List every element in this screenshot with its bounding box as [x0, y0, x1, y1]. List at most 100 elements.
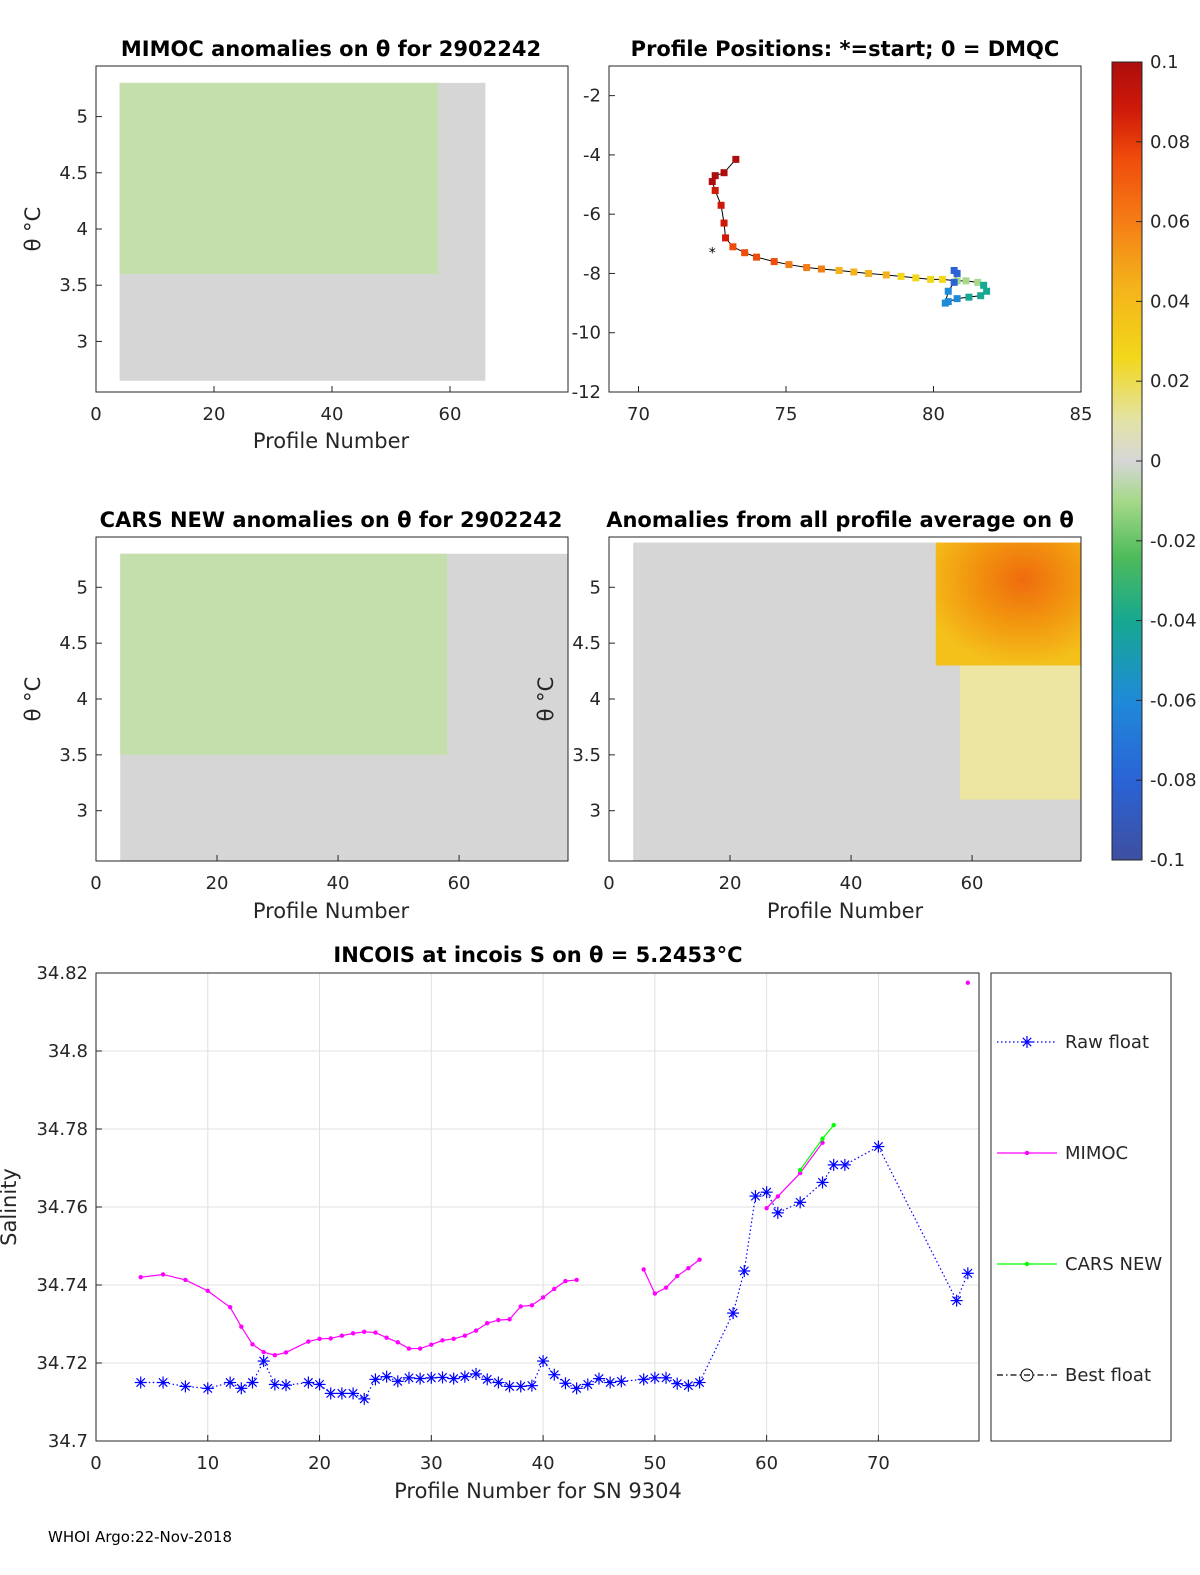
mimoc-point	[183, 1277, 188, 1283]
average-y-tick-label: 5	[590, 577, 601, 598]
profile-position-point	[817, 265, 825, 273]
salinity-legend: Raw float MIMOC CARS NEW Best float	[990, 972, 1172, 1442]
mimoc-ylabel: θ °C	[21, 207, 45, 252]
raw-float-point	[771, 1206, 784, 1219]
raw-float-point	[592, 1372, 605, 1385]
colorbar-tick-label: -0.08	[1150, 770, 1197, 791]
mimoc-y-tick-label: 3.5	[59, 275, 88, 296]
mimoc-line	[643, 1259, 700, 1295]
raw-float-point	[246, 1376, 259, 1389]
mimoc-point	[138, 1275, 143, 1280]
raw-float-point	[347, 1387, 360, 1400]
colorbar-tick-label: 0.02	[1150, 371, 1190, 392]
mimoc-point	[261, 1349, 266, 1355]
colorbar-tick-label: -0.06	[1150, 690, 1197, 711]
profile-position-point	[941, 299, 949, 307]
salinity-x-tick-label: 30	[420, 1453, 443, 1474]
mimoc-xlabel: Profile Number	[253, 429, 410, 453]
mimoc-point	[507, 1317, 512, 1322]
raw-float-point	[257, 1355, 270, 1368]
legend-mimoc-marker	[1024, 1150, 1030, 1156]
raw-float-point	[514, 1380, 527, 1393]
mimoc-point	[283, 1350, 289, 1355]
raw-float-point	[648, 1371, 661, 1384]
colorbar-tick-label: -0.04	[1150, 611, 1197, 632]
mimoc-point	[641, 1267, 646, 1272]
cars-green-patch	[120, 553, 447, 755]
raw-float-point	[324, 1387, 337, 1400]
colorbar: 0.1 0.08 0.06 0.04 0.02 0 -0.02 -0.04 -0.06 -0.08…	[1111, 52, 1197, 871]
cars-y-tick-label: 5	[77, 577, 88, 598]
profile-position-point	[850, 268, 858, 276]
profile-position-point	[720, 169, 728, 177]
raw-float-point	[682, 1379, 695, 1392]
mimoc-x-tick-label: 20	[203, 404, 226, 425]
profile-position-point	[729, 243, 737, 251]
raw-float-point	[313, 1378, 326, 1391]
raw-float-point	[470, 1367, 483, 1380]
profile-position-point	[770, 258, 778, 266]
positions-axes-box	[608, 65, 1082, 393]
mimoc-point	[462, 1333, 468, 1338]
raw-float-point	[615, 1375, 628, 1388]
raw-float-point	[961, 1267, 974, 1280]
cars-x-ticks: 0 20 40 60	[90, 855, 471, 894]
mimoc-point	[540, 1295, 546, 1300]
salinity-panel: INCOIS at incois S on θ = 5.2453°C 0 10 20…	[0, 943, 1172, 1503]
legend-best-float-label: Best float	[1065, 1365, 1151, 1386]
mimoc-panel: MIMOC anomalies on θ for 2902242 0 20 40 60…	[21, 37, 569, 453]
mimoc-point	[250, 1342, 255, 1347]
raw-float-point	[235, 1382, 248, 1395]
colorbar-ticks: 0.1 0.08 0.06 0.04 0.02 0 -0.02 -0.04 -0.06 -0.08…	[1136, 52, 1197, 871]
salinity-x-tick-label: 70	[867, 1453, 890, 1474]
profile-position-point	[944, 287, 952, 295]
legend-entries: Raw float MIMOC CARS NEW Best float	[997, 1032, 1162, 1386]
cars-x-tick-label: 0	[90, 873, 101, 894]
mimoc-point	[317, 1336, 322, 1342]
profile-position-point	[977, 292, 985, 300]
mimoc-point	[362, 1329, 367, 1335]
raw-float-point	[838, 1158, 851, 1171]
salinity-y-tick-label: 34.82	[36, 963, 88, 984]
salinity-x-tick-label: 20	[308, 1453, 331, 1474]
raw-float-point	[224, 1376, 237, 1389]
profile-position-point	[965, 293, 973, 301]
mimoc-point	[485, 1321, 490, 1326]
salinity-series	[134, 980, 974, 1405]
profile-position-point	[980, 281, 988, 289]
profile-position-point	[950, 278, 958, 286]
mimoc-point	[965, 980, 971, 985]
raw-float-point	[738, 1264, 751, 1277]
positions-panel: Profile Positions: *=start; 0 = DMQC * 7…	[572, 37, 1093, 425]
raw-float-point	[201, 1382, 214, 1395]
mimoc-point	[373, 1330, 378, 1335]
raw-float-point	[950, 1294, 963, 1307]
cars-new-point	[820, 1136, 825, 1141]
profile-position-point	[950, 266, 958, 274]
salinity-y-tick-label: 34.76	[36, 1197, 88, 1218]
mimoc-point	[552, 1286, 557, 1292]
average-x-tick-label: 40	[840, 873, 863, 894]
mimoc-point	[574, 1277, 579, 1283]
profile-position-point	[717, 201, 725, 209]
colorbar-tick-label: 0.1	[1150, 52, 1179, 73]
mimoc-x-tick-label: 0	[90, 404, 101, 425]
legend-raw-float-label: Raw float	[1065, 1032, 1149, 1053]
colorbar-tick-label: -0.02	[1150, 531, 1197, 552]
cars-new-point	[831, 1122, 836, 1128]
profile-position-point	[897, 272, 905, 280]
raw-float-point	[537, 1355, 550, 1368]
mimoc-point	[496, 1317, 501, 1323]
profile-position-point	[962, 277, 970, 285]
profile-position-point	[741, 249, 749, 257]
legend-best-float-marker	[1020, 1368, 1034, 1382]
mimoc-point	[429, 1342, 434, 1347]
positions-plot-area	[609, 66, 1081, 392]
mimoc-point	[675, 1273, 680, 1279]
legend-cars-new-marker	[1024, 1261, 1030, 1267]
positions-y-tick-label: -4	[583, 145, 601, 166]
raw-float-point	[134, 1376, 147, 1389]
raw-float-point	[548, 1368, 561, 1381]
legend-box	[990, 972, 1172, 1442]
positions-x-ticks: 70 75 80 85	[627, 386, 1092, 425]
